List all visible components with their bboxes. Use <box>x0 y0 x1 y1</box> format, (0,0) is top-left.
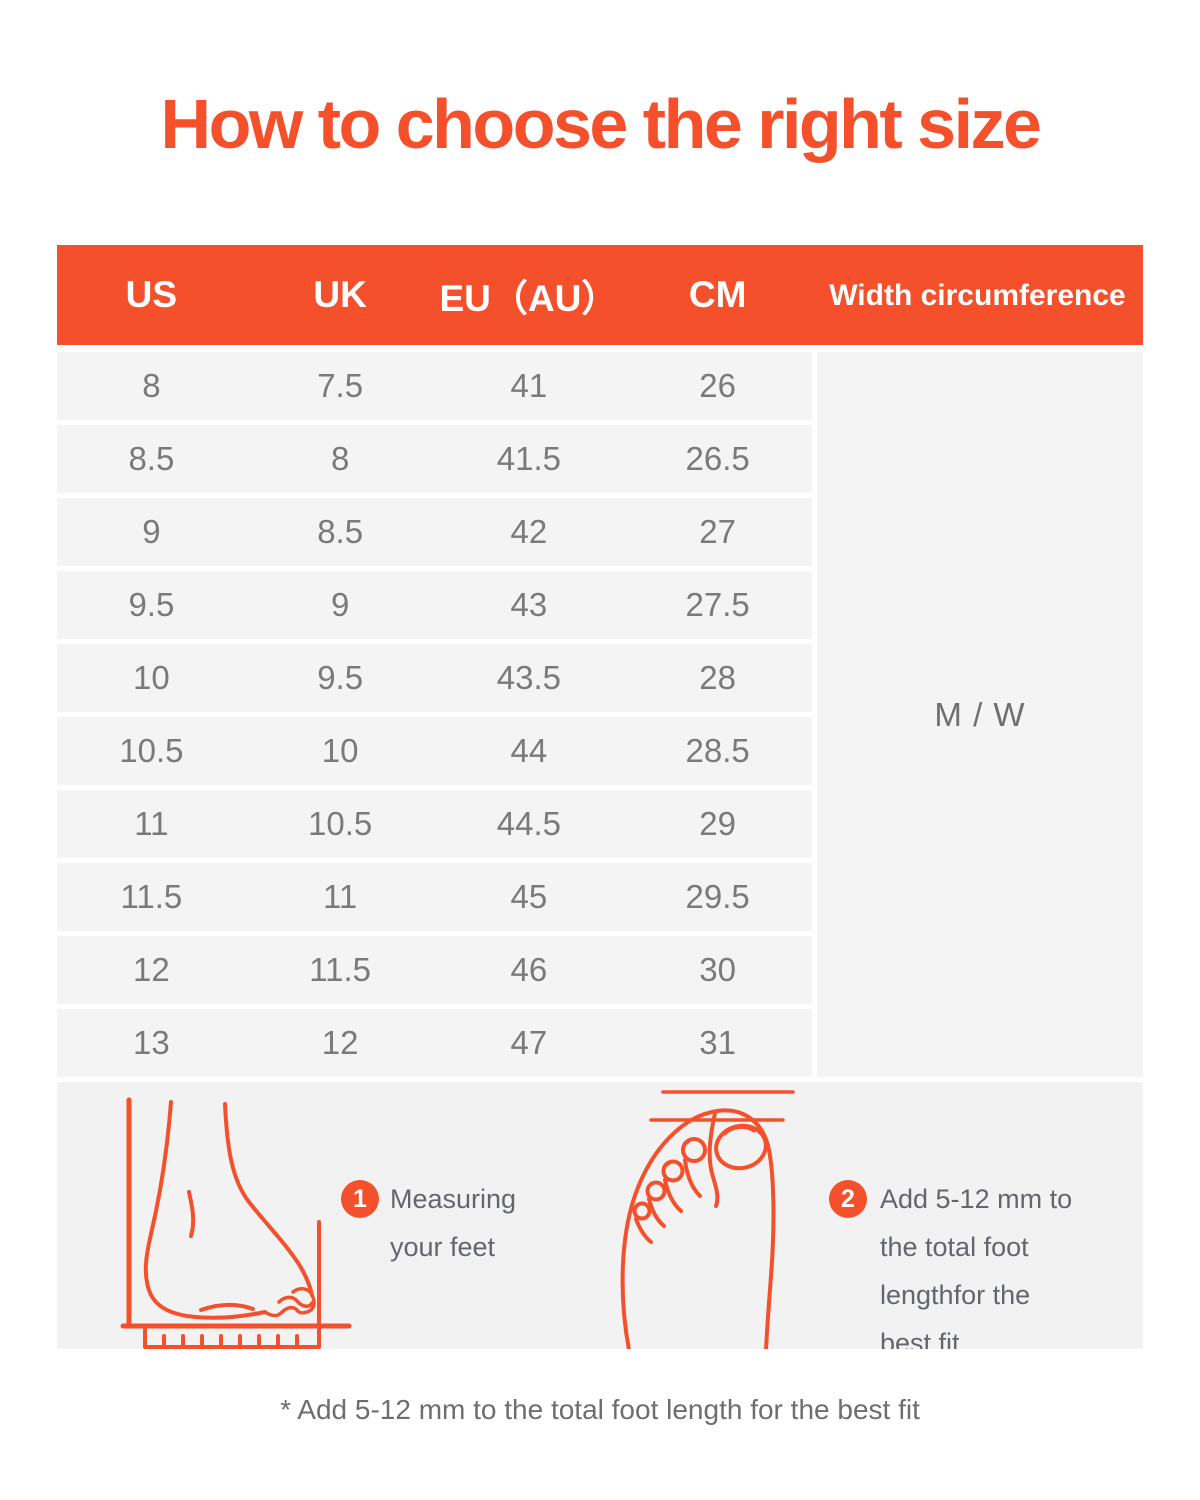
column-header-cm: CM <box>688 274 747 315</box>
cell-cm: 27 <box>699 513 736 550</box>
step-2-line: the total foot <box>880 1232 1029 1262</box>
table-row: 9.5 9 43 27.5 <box>57 571 812 639</box>
cell-us: 12 <box>133 951 170 988</box>
table-row: 10.5 10 44 28.5 <box>57 717 812 785</box>
cell-us: 9 <box>142 513 161 550</box>
table-row: 12 11.5 46 30 <box>57 936 812 1004</box>
cell-us: 8.5 <box>128 440 175 477</box>
cell-uk: 7.5 <box>317 367 364 404</box>
measuring-guide-panel: 1 Measuring your feet 2 Add 5-12 mm to t… <box>57 1082 1143 1349</box>
step-1-line: your feet <box>390 1232 496 1262</box>
cell-us: 11 <box>134 805 169 842</box>
cell-us: 10.5 <box>119 732 184 769</box>
table-header-row: US UK EU（AU） CM Width circumference <box>57 245 1143 345</box>
width-circumference-value: M / W <box>934 695 1026 733</box>
cell-us: 8 <box>142 367 161 404</box>
cell-cm: 27.5 <box>685 586 750 623</box>
column-header-us: US <box>125 274 178 315</box>
cell-cm: 29.5 <box>685 878 750 915</box>
step-2-text: Add 5-12 mm to the total foot lengthfor … <box>880 1175 1072 1349</box>
column-header-uk: UK <box>313 274 367 315</box>
step-2-number: 2 <box>841 1184 855 1213</box>
cell-eu: 47 <box>510 1024 548 1061</box>
cell-us: 13 <box>133 1024 170 1061</box>
cell-cm: 28.5 <box>685 732 750 769</box>
table-row: 8.5 8 41.5 26.5 <box>57 425 812 493</box>
cell-eu: 41 <box>510 367 548 404</box>
foot-side-view-icon <box>120 1097 352 1349</box>
column-header-width-circumference: Width circumference <box>829 278 1126 312</box>
table-row: 11.5 11 45 29.5 <box>57 863 812 931</box>
step-1-text: Measuring your feet <box>390 1175 516 1271</box>
cell-uk: 8 <box>330 440 350 477</box>
cell-eu: 43 <box>510 586 548 623</box>
cell-cm: 26 <box>699 367 736 404</box>
cell-cm: 29 <box>699 805 736 842</box>
cell-uk: 10 <box>321 732 359 769</box>
page-title: How to choose the right size <box>160 85 1042 163</box>
cell-eu: 41.5 <box>496 440 561 477</box>
size-rows: 8 7.5 41 26 8.5 8 41.5 26.5 9 8.5 42 27 <box>57 352 812 1077</box>
step-1-number: 1 <box>353 1184 367 1213</box>
step-2-line: Add 5-12 mm to <box>880 1184 1073 1214</box>
cell-us: 11.5 <box>120 878 183 915</box>
footnote: * Add 5-12 mm to the total foot length f… <box>280 1394 920 1425</box>
step-1-badge: 1 <box>341 1180 379 1218</box>
table-row: 11 10.5 44.5 29 <box>57 790 812 858</box>
table-body: 8 7.5 41 26 8.5 8 41.5 26.5 9 8.5 42 27 <box>57 352 1143 1077</box>
size-conversion-table: US UK EU（AU） CM Width circumference 8 7.… <box>57 245 1143 1349</box>
cell-us: 9.5 <box>128 586 175 623</box>
cell-eu: 44.5 <box>496 805 561 842</box>
cell-uk: 11 <box>322 878 358 915</box>
cell-cm: 31 <box>699 1024 736 1061</box>
step-2-line: lengthfor the <box>880 1280 1031 1310</box>
cell-uk: 9.5 <box>317 659 364 696</box>
cell-eu: 46 <box>510 951 548 988</box>
cell-cm: 30 <box>699 951 736 988</box>
cell-uk: 9 <box>330 586 350 623</box>
table-row: 13 12 47 31 <box>57 1009 812 1077</box>
cell-cm: 28 <box>699 659 736 696</box>
width-circumference-merged-cell: M / W <box>817 352 1143 1077</box>
cell-eu: 43.5 <box>496 659 561 696</box>
step-1-line: Measuring <box>390 1184 517 1214</box>
cell-uk: 8.5 <box>317 513 364 550</box>
cell-uk: 11.5 <box>309 951 372 988</box>
table-row: 8 7.5 41 26 <box>57 352 812 420</box>
cell-eu: 44 <box>510 732 548 769</box>
foot-top-view-icon <box>620 1090 795 1349</box>
cell-uk: 12 <box>321 1024 359 1061</box>
cell-eu: 45 <box>510 878 548 915</box>
table-row: 10 9.5 43.5 28 <box>57 644 812 712</box>
cell-eu: 42 <box>510 513 548 550</box>
cell-uk: 10.5 <box>308 805 373 842</box>
cell-cm: 26.5 <box>685 440 750 477</box>
table-row: 9 8.5 42 27 <box>57 498 812 566</box>
step-2-badge: 2 <box>829 1180 867 1218</box>
step-2-line: best fit <box>880 1328 960 1349</box>
column-header-eu-au: EU（AU） <box>439 278 619 319</box>
cell-us: 10 <box>133 659 170 696</box>
